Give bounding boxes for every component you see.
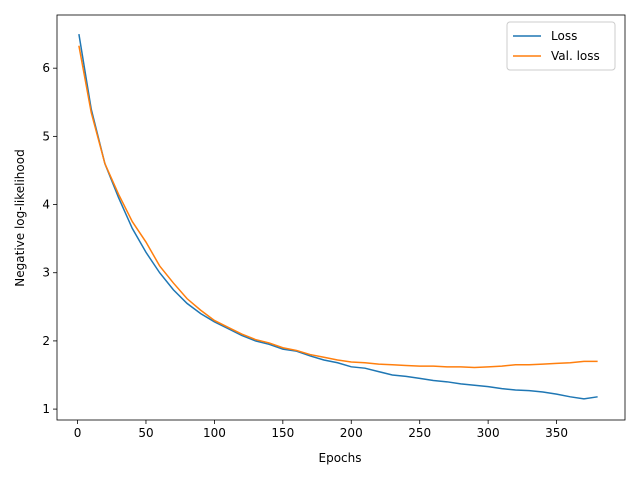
y-tick-label: 6: [42, 61, 50, 75]
legend: Loss Val. loss: [506, 21, 616, 71]
y-axis-label: Negative log-likelihood: [13, 149, 27, 286]
legend-label: Loss: [551, 29, 577, 43]
y-tick-label: 1: [42, 402, 50, 416]
x-tick-label: 0: [74, 426, 82, 440]
y-tick-label: 3: [42, 266, 50, 280]
x-tick-label: 350: [545, 426, 568, 440]
x-tick-label: 300: [477, 426, 500, 440]
x-axis-label: Epochs: [319, 451, 362, 465]
x-tick-label: 50: [138, 426, 153, 440]
y-tick-label: 4: [42, 198, 50, 212]
y-tick-label: 5: [42, 129, 50, 143]
x-tick-label: 250: [408, 426, 431, 440]
line-series: [78, 33, 598, 400]
legend-box: [506, 21, 616, 71]
x-tick-label: 150: [271, 426, 294, 440]
line-series: [78, 45, 598, 369]
plot-frame: [56, 14, 626, 421]
x-tick-label: 200: [340, 426, 363, 440]
y-tick-label: 2: [42, 334, 50, 348]
x-tick-label: 100: [203, 426, 226, 440]
legend-label: Val. loss: [551, 49, 600, 63]
